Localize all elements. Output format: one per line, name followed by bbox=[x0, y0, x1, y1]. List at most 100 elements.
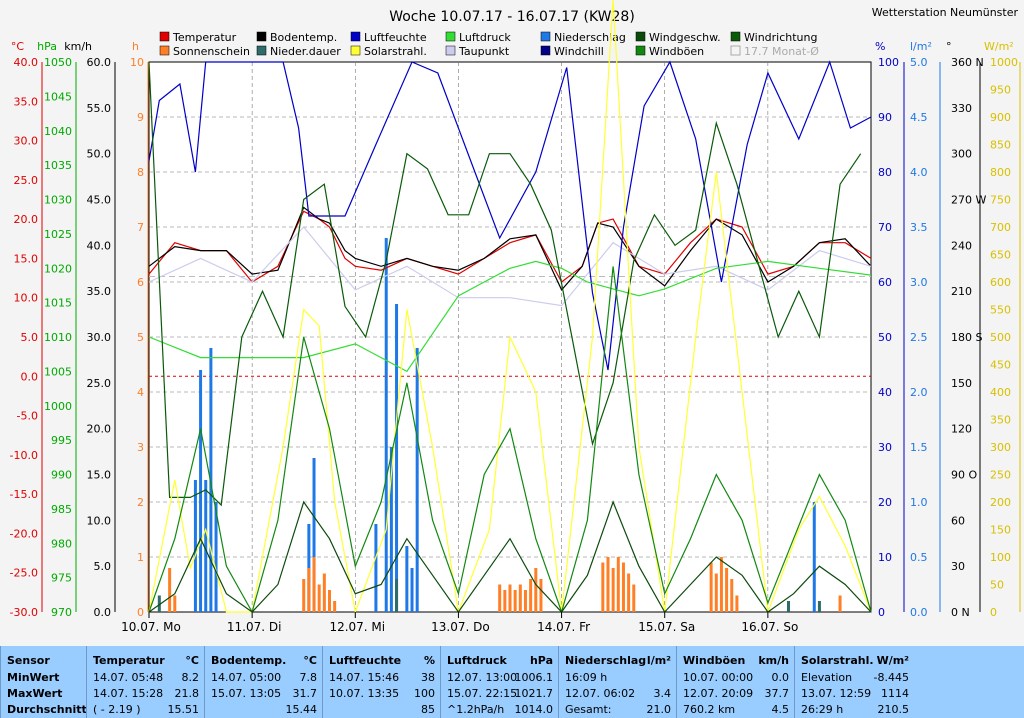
stats-cell: 16:09 h bbox=[565, 671, 608, 684]
bar-sonnenschein bbox=[508, 584, 512, 612]
axis-tick-label: 360 N bbox=[951, 56, 984, 69]
axis-tick-label: 120 bbox=[951, 423, 972, 436]
axis-tick-label: 3.5 bbox=[910, 221, 928, 234]
stats-cell: 12.07. 06:02 3.4 bbox=[565, 687, 671, 700]
bar-sonnenschein bbox=[173, 595, 177, 612]
axis-tick-label: 995 bbox=[51, 434, 72, 447]
legend-swatch bbox=[730, 31, 741, 42]
axis-tick-label: 975 bbox=[51, 572, 72, 585]
axis-tick-label: 100 bbox=[990, 551, 1011, 564]
bar-niederdauer bbox=[157, 595, 161, 612]
axis-tick-label: 250 bbox=[990, 469, 1011, 482]
legend-swatch bbox=[159, 31, 170, 42]
stats-header: Niederschlag l/m² bbox=[565, 654, 671, 667]
axis-tick-label: 80 bbox=[878, 166, 892, 179]
axis-tick-label: 950 bbox=[990, 84, 1011, 97]
axis-tick-label: 180 S bbox=[951, 331, 982, 344]
legend-label: Solarstrahl. bbox=[364, 45, 427, 58]
stats-cell: ^1.2hPa/h 1014.0 bbox=[447, 703, 553, 716]
stats-column: Temperatur °C 14.07. 05:48 8.2 14.07. 15:28 2… bbox=[86, 646, 205, 718]
legend-label: Windböen bbox=[649, 45, 704, 58]
legend-swatch bbox=[540, 31, 551, 42]
day-label: 14.07. Fr bbox=[537, 620, 590, 634]
axis-tick-label: 10.0 bbox=[14, 292, 39, 305]
axis-tick-label: 650 bbox=[990, 249, 1011, 262]
bar-sonnenschein bbox=[523, 590, 527, 612]
axis-tick-label: 5 bbox=[137, 331, 144, 344]
axis-tick-label: 450 bbox=[990, 359, 1011, 372]
axis-tick-label: 60 bbox=[878, 276, 892, 289]
stats-cell: 15.07. 22:15 1021.7 bbox=[447, 687, 553, 700]
axis-tick-label: 985 bbox=[51, 503, 72, 516]
axis-tick-label: -5.0 bbox=[17, 410, 38, 423]
legend-label: Taupunkt bbox=[458, 45, 510, 58]
stats-column: Luftdruck hPa 12.07. 13:00 1006.1 15.07. 22:… bbox=[440, 646, 559, 718]
axis-unit: ° bbox=[946, 40, 952, 53]
stats-cell: MaxWert bbox=[7, 687, 63, 700]
legend-label: Windchill bbox=[554, 45, 604, 58]
bar-niederschlag bbox=[405, 546, 409, 612]
stats-column: Luftfeuchte% 14.07. 15:46 38 10.07. 13:35 10… bbox=[322, 646, 441, 718]
bar-niederschlag bbox=[204, 480, 208, 612]
bar-niederschlag bbox=[812, 502, 816, 612]
axis-tick-label: 40.0 bbox=[87, 239, 112, 252]
bar-niederschlag bbox=[410, 568, 414, 612]
axis-tick-label: 10 bbox=[130, 56, 144, 69]
axis-tick-label: 5.0 bbox=[910, 56, 928, 69]
axis-tick-label: 990 bbox=[51, 469, 72, 482]
bar-sonnenschein bbox=[518, 584, 522, 612]
axis-tick-label: 1020 bbox=[44, 262, 72, 275]
axis-unit: W/m² bbox=[984, 40, 1014, 53]
bar-sonnenschein bbox=[632, 584, 636, 612]
axis-tick-label: 25.0 bbox=[14, 174, 39, 187]
bar-sonnenschein bbox=[498, 584, 502, 612]
stats-cell: 15.44 bbox=[285, 703, 318, 716]
axis-unit: hPa bbox=[37, 40, 57, 53]
legend-label: Luftdruck bbox=[459, 31, 511, 44]
day-label: 15.07. Sa bbox=[638, 620, 695, 634]
legend-label: Nieder.dauer bbox=[270, 45, 341, 58]
stats-column: Windböen km/h 10.07. 00:00 0.0 12.07. 20:09 3… bbox=[676, 646, 795, 718]
bar-sonnenschein bbox=[539, 579, 543, 612]
legend-label: Luftfeuchte bbox=[364, 31, 427, 44]
bar-sonnenschein bbox=[627, 573, 631, 612]
bar-sonnenschein bbox=[503, 590, 507, 612]
stats-column: Bodentemp. °C 14.07. 05:00 7.8 15.07. 13:05 3… bbox=[204, 646, 323, 718]
axis-tick-label: 30 bbox=[951, 560, 965, 573]
axis-tick-label: 30 bbox=[878, 441, 892, 454]
bar-sonnenschein bbox=[838, 595, 842, 612]
axis-tick-label: 300 bbox=[951, 148, 972, 161]
legend-swatch bbox=[350, 31, 361, 42]
day-labels: 10.07. Mo 11.07. Di 12.07. Mi 13.07. Do 14.0… bbox=[121, 612, 798, 634]
axis-tick-label: 20 bbox=[878, 496, 892, 509]
bar-niederschlag bbox=[199, 370, 203, 612]
stats-cell: 26:29 h 210.5 bbox=[801, 703, 909, 716]
bar-sonnenschein bbox=[735, 595, 739, 612]
axis-tick-label: 50.0 bbox=[87, 148, 112, 161]
day-label: 13.07. Do bbox=[431, 620, 490, 634]
bar-sonnenschein bbox=[730, 579, 734, 612]
axis-tick-label: 35.0 bbox=[87, 285, 112, 298]
axis-tick-label: 1030 bbox=[44, 194, 72, 207]
stats-cell: 14.07. 05:48 8.2 bbox=[93, 671, 199, 684]
axis-unit: % bbox=[875, 40, 885, 53]
legend-label: Windgeschw. bbox=[649, 31, 721, 44]
axis-tick-label: 0 bbox=[990, 606, 997, 619]
axis-tick-label: 1000 bbox=[990, 56, 1018, 69]
legend-label: Windrichtung bbox=[744, 31, 817, 44]
bar-sonnenschein bbox=[302, 579, 306, 612]
axis-tick-label: 0 N bbox=[951, 606, 970, 619]
axis-tick-label: 700 bbox=[990, 221, 1011, 234]
bar-sonnenschein bbox=[719, 557, 723, 612]
grid bbox=[149, 62, 871, 612]
line-series bbox=[148, 0, 872, 615]
bar-niederschlag bbox=[389, 447, 393, 612]
legend-swatch bbox=[350, 45, 361, 56]
axis-tick-label: 4.5 bbox=[910, 111, 928, 124]
axis-tick-label: 1010 bbox=[44, 331, 72, 344]
legend: Temperatur Bodentemp. Luftfeuchte Luftdruck… bbox=[159, 31, 819, 58]
line-luftdruck bbox=[148, 260, 872, 373]
axis-tick-label: 300 bbox=[990, 441, 1011, 454]
axis-tick-label: 0.0 bbox=[910, 606, 928, 619]
axis-tick-label: 270 W bbox=[951, 194, 986, 207]
